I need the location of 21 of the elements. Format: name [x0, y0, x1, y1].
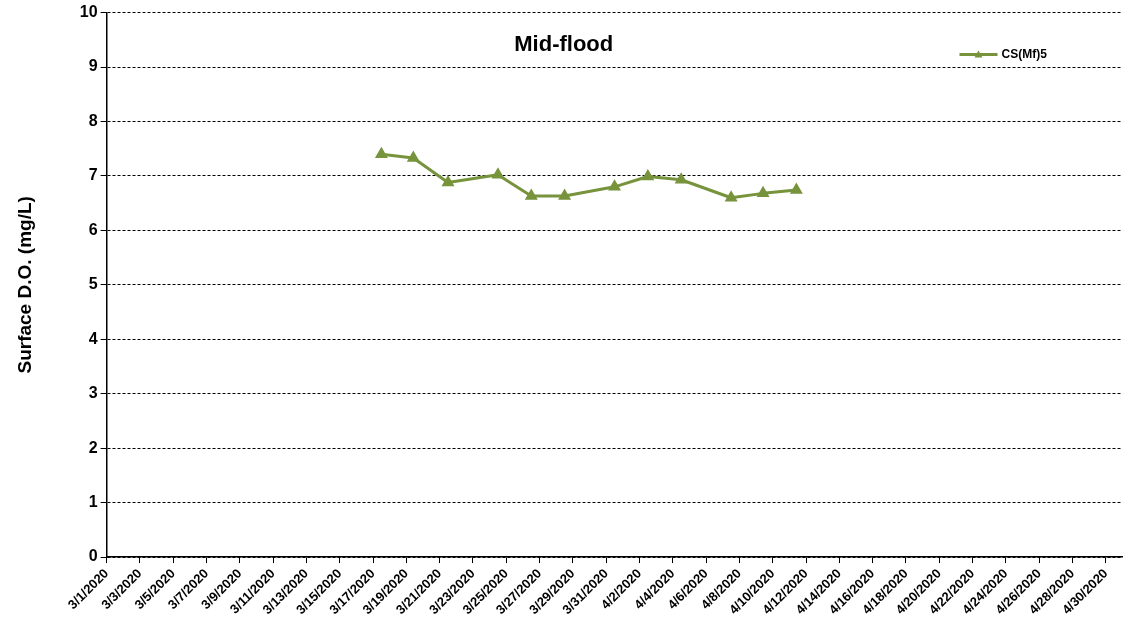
point [407, 151, 419, 162]
y-tick-label: 5 [88, 275, 98, 293]
y-tick-label: 6 [88, 220, 98, 238]
y-axis-title: Surface D.O. (mg/L) [13, 196, 35, 374]
y-tick-label: 2 [88, 438, 98, 456]
y-tick-label: 9 [88, 57, 98, 75]
point [609, 180, 620, 191]
y-tick-label: 3 [88, 384, 98, 402]
point [725, 191, 737, 202]
y-tick-label: 8 [88, 111, 98, 129]
y-tick-label: 10 [79, 3, 98, 21]
point [492, 168, 504, 179]
point [675, 173, 687, 184]
y-tick-label: 7 [88, 166, 98, 184]
y-tick-label: 4 [88, 329, 98, 347]
legend-label: CS(Mf)5 [1001, 46, 1048, 61]
y-tick-label: 1 [88, 493, 98, 511]
text: Mid-flood [514, 30, 614, 56]
point [442, 176, 454, 187]
y-tick-label: 0 [88, 547, 98, 565]
point [642, 170, 654, 181]
